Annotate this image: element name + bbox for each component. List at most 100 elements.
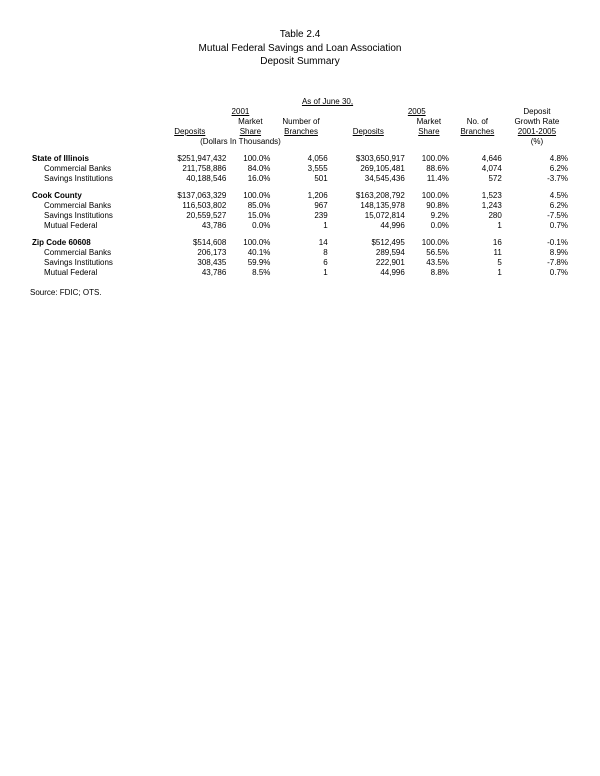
cell-ms01: 100.0% bbox=[228, 238, 272, 248]
dollars-note: (Dollars In Thousands) bbox=[151, 137, 330, 147]
cell-ms01: 100.0% bbox=[228, 191, 272, 201]
growth-label-1: Deposit bbox=[504, 107, 570, 117]
row-label: Commercial Banks bbox=[30, 248, 151, 258]
cell-ms05: 8.8% bbox=[407, 268, 451, 278]
cell-dep01: $514,608 bbox=[151, 238, 228, 248]
cell-br05: 11 bbox=[451, 248, 504, 258]
cell-br05: 1 bbox=[451, 268, 504, 278]
cell-growth: -7.8% bbox=[504, 258, 570, 268]
br-2005-l2: Branches bbox=[451, 127, 504, 137]
cell-ms05: 100.0% bbox=[407, 191, 451, 201]
cell-dep05: $512,495 bbox=[330, 238, 407, 248]
cell-br05: 16 bbox=[451, 238, 504, 248]
br-2005-l1: No. of bbox=[451, 117, 504, 127]
cell-dep01: $251,947,432 bbox=[151, 154, 228, 164]
table-title: Table 2.4 Mutual Federal Savings and Loa… bbox=[30, 28, 570, 69]
table-row: Mutual Federal43,7860.0%144,9960.0%10.7% bbox=[30, 221, 570, 231]
cell-ms05: 90.8% bbox=[407, 201, 451, 211]
cell-dep05: 15,072,814 bbox=[330, 211, 407, 221]
cell-growth: 6.2% bbox=[504, 164, 570, 174]
cell-br01: 967 bbox=[272, 201, 329, 211]
cell-dep05: $163,208,792 bbox=[330, 191, 407, 201]
header-row-note: (Dollars In Thousands) (%) bbox=[30, 137, 570, 147]
table-row: Savings Institutions40,188,54616.0%50134… bbox=[30, 174, 570, 184]
cell-growth: -3.7% bbox=[504, 174, 570, 184]
cell-growth: 0.7% bbox=[504, 221, 570, 231]
cell-dep05: 269,105,481 bbox=[330, 164, 407, 174]
row-label: Commercial Banks bbox=[30, 164, 151, 174]
year-2001-label: 2001 bbox=[151, 107, 330, 117]
cell-br01: 3,555 bbox=[272, 164, 329, 174]
section-row: Zip Code 60608$514,608100.0%14$512,49510… bbox=[30, 238, 570, 248]
br-2001-l1: Number of bbox=[272, 117, 329, 127]
cell-br05: 1 bbox=[451, 221, 504, 231]
table-row: Savings Institutions20,559,52715.0%23915… bbox=[30, 211, 570, 221]
cell-dep05: 44,996 bbox=[330, 221, 407, 231]
row-label: Savings Institutions bbox=[30, 258, 151, 268]
cell-ms01: 8.5% bbox=[228, 268, 272, 278]
cell-dep05: 34,545,436 bbox=[330, 174, 407, 184]
cell-dep01: 308,435 bbox=[151, 258, 228, 268]
section-row: State of Illinois$251,947,432100.0%4,056… bbox=[30, 154, 570, 164]
section-row: Cook County$137,063,329100.0%1,206$163,2… bbox=[30, 191, 570, 201]
section-label: State of Illinois bbox=[30, 154, 151, 164]
table-row: Commercial Banks211,758,88684.0%3,555269… bbox=[30, 164, 570, 174]
cell-br01: 1 bbox=[272, 221, 329, 231]
cell-br01: 501 bbox=[272, 174, 329, 184]
cell-dep01: 116,503,802 bbox=[151, 201, 228, 211]
row-label: Savings Institutions bbox=[30, 174, 151, 184]
cell-br01: 239 bbox=[272, 211, 329, 221]
header-row-asof: As of June 30, bbox=[30, 97, 570, 107]
cell-dep01: $137,063,329 bbox=[151, 191, 228, 201]
cell-br01: 14 bbox=[272, 238, 329, 248]
cell-ms01: 84.0% bbox=[228, 164, 272, 174]
cell-growth: -0.1% bbox=[504, 238, 570, 248]
cell-br01: 6 bbox=[272, 258, 329, 268]
cell-growth: 6.2% bbox=[504, 201, 570, 211]
cell-growth: 0.7% bbox=[504, 268, 570, 278]
source-note: Source: FDIC; OTS. bbox=[30, 288, 570, 297]
ms-2001-l1: Market bbox=[228, 117, 272, 127]
section-label: Zip Code 60608 bbox=[30, 238, 151, 248]
year-2005-label: 2005 bbox=[330, 107, 504, 117]
row-label: Commercial Banks bbox=[30, 201, 151, 211]
title-line-2: Mutual Federal Savings and Loan Associat… bbox=[30, 42, 570, 56]
cell-dep01: 20,559,527 bbox=[151, 211, 228, 221]
cell-ms01: 15.0% bbox=[228, 211, 272, 221]
cell-br01: 4,056 bbox=[272, 154, 329, 164]
cell-ms05: 43.5% bbox=[407, 258, 451, 268]
cell-dep01: 40,188,546 bbox=[151, 174, 228, 184]
cell-br05: 1,523 bbox=[451, 191, 504, 201]
cell-br05: 1,243 bbox=[451, 201, 504, 211]
deposit-summary-table: As of June 30, 2001 2005 Deposit Market … bbox=[30, 97, 570, 278]
cell-growth: -7.5% bbox=[504, 211, 570, 221]
header-row-cols-1: Market Number of Market No. of Growth Ra… bbox=[30, 117, 570, 127]
cell-dep01: 206,173 bbox=[151, 248, 228, 258]
table-row: Savings Institutions308,43559.9%6222,901… bbox=[30, 258, 570, 268]
cell-br01: 1,206 bbox=[272, 191, 329, 201]
row-label: Mutual Federal bbox=[30, 268, 151, 278]
ms-2005-l1: Market bbox=[407, 117, 451, 127]
cell-ms05: 100.0% bbox=[407, 238, 451, 248]
cell-ms05: 9.2% bbox=[407, 211, 451, 221]
cell-br05: 572 bbox=[451, 174, 504, 184]
cell-ms05: 56.5% bbox=[407, 248, 451, 258]
page: Table 2.4 Mutual Federal Savings and Loa… bbox=[0, 0, 600, 297]
cell-growth: 4.8% bbox=[504, 154, 570, 164]
cell-dep05: 148,135,978 bbox=[330, 201, 407, 211]
header-row-years: 2001 2005 Deposit bbox=[30, 107, 570, 117]
cell-ms01: 100.0% bbox=[228, 154, 272, 164]
section-label: Cook County bbox=[30, 191, 151, 201]
ms-2001-l2: Share bbox=[228, 127, 272, 137]
title-line-1: Table 2.4 bbox=[30, 28, 570, 42]
cell-ms05: 11.4% bbox=[407, 174, 451, 184]
cell-dep01: 211,758,886 bbox=[151, 164, 228, 174]
row-label: Savings Institutions bbox=[30, 211, 151, 221]
cell-dep01: 43,786 bbox=[151, 268, 228, 278]
cell-dep05: $303,650,917 bbox=[330, 154, 407, 164]
as-of-label: As of June 30, bbox=[151, 97, 504, 107]
dep-2005-label: Deposits bbox=[330, 127, 407, 137]
table-row: Commercial Banks206,17340.1%8289,59456.5… bbox=[30, 248, 570, 258]
dep-2001-label: Deposits bbox=[151, 127, 228, 137]
table-row: Mutual Federal43,7868.5%144,9968.8%10.7% bbox=[30, 268, 570, 278]
